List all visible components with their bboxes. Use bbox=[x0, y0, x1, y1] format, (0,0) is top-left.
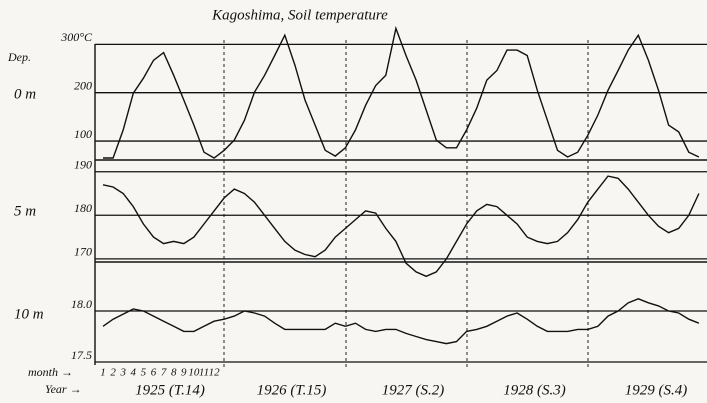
x-tick-label: 5 bbox=[141, 367, 147, 379]
x-tick-label: 1 bbox=[100, 367, 106, 379]
x-tick-label: 9 bbox=[181, 367, 187, 379]
x-tick-label: 12 bbox=[209, 367, 221, 379]
year-label: Year → bbox=[45, 382, 82, 396]
data-line bbox=[102, 175, 700, 278]
chart-title: Kagoshima, Soil temperature bbox=[211, 7, 388, 23]
data-line bbox=[103, 25, 700, 159]
year-tick-label: 1927 (S.2) bbox=[382, 382, 445, 398]
depth-label: 5 m bbox=[14, 203, 36, 219]
month-label: month → bbox=[28, 365, 73, 379]
year-tick-label: 1925 (T.14) bbox=[135, 382, 205, 398]
x-tick-label: 7 bbox=[161, 367, 167, 379]
depth-label: 10 m bbox=[14, 306, 44, 322]
x-tick-label: 11 bbox=[199, 367, 209, 379]
y-tick-label: 180 bbox=[74, 201, 92, 215]
x-tick-label: 3 bbox=[119, 367, 126, 379]
data-line bbox=[102, 298, 700, 345]
depth-label: 0 m bbox=[14, 86, 36, 102]
y-tick-label: 170 bbox=[74, 245, 92, 259]
x-tick-label: 10 bbox=[188, 367, 200, 379]
y-tick-label: 300°C bbox=[60, 30, 93, 44]
year-tick-label: 1926 (T.15) bbox=[257, 382, 327, 398]
year-tick-label: 1929 (S.4) bbox=[625, 382, 688, 398]
y-tick-label: 100 bbox=[74, 127, 92, 141]
y-tick-label: 190 bbox=[74, 157, 92, 171]
y-tick-label: 18.0 bbox=[71, 297, 92, 311]
x-tick-label: 8 bbox=[171, 367, 177, 379]
y-tick-label: 200 bbox=[74, 78, 92, 92]
depth-header: Dep. bbox=[7, 50, 31, 64]
x-tick-label: 6 bbox=[151, 367, 157, 379]
year-tick-label: 1928 (S.3) bbox=[503, 382, 566, 398]
x-tick-label: 4 bbox=[131, 367, 137, 379]
y-tick-label: 17.5 bbox=[71, 348, 92, 362]
x-tick-label: 2 bbox=[110, 367, 116, 379]
